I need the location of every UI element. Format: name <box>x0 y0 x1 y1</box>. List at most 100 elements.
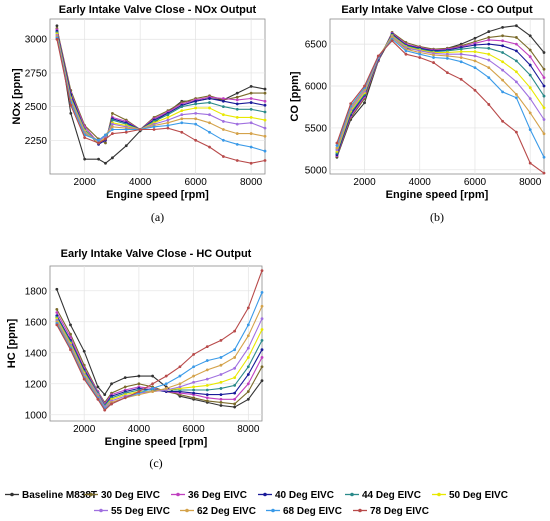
series-78-deg-eivc <box>55 37 267 165</box>
data-point <box>205 396 209 400</box>
data-point <box>233 383 237 387</box>
data-point <box>249 161 253 165</box>
legend-marker <box>350 492 354 497</box>
data-point <box>233 405 237 409</box>
chart-2: 2000 4000 6000 8000 5000 5500 6000 6500 Early In… <box>289 4 546 224</box>
data-point <box>178 385 182 389</box>
legend: Baseline M838T 30 Deg EIVC 36 Deg EIVC 40 D… <box>5 490 508 517</box>
data-point <box>445 56 449 60</box>
data-point <box>335 144 339 147</box>
data-point <box>192 396 196 400</box>
y-tick-label: 2250 <box>25 136 48 147</box>
data-point <box>501 119 504 123</box>
legend-item: 44 Deg EIVC <box>345 490 421 501</box>
data-point <box>233 376 237 379</box>
chart-1: 2000 4000 6000 8000 2250 2500 2750 3000 Early In… <box>11 4 267 224</box>
data-point <box>249 132 253 135</box>
data-point <box>473 66 477 69</box>
data-point <box>487 46 491 50</box>
data-point <box>528 97 532 100</box>
data-point <box>404 49 408 53</box>
series-line <box>336 40 545 174</box>
data-point <box>263 91 267 95</box>
x-tick-label: 2000 <box>353 177 376 188</box>
data-point <box>55 311 59 314</box>
data-point <box>249 91 253 95</box>
data-point <box>178 365 182 369</box>
data-point <box>221 113 225 117</box>
data-point <box>418 52 422 56</box>
data-point <box>249 145 253 149</box>
data-point <box>192 365 196 369</box>
data-point <box>514 24 518 28</box>
data-point <box>473 59 477 63</box>
data-point <box>192 385 196 389</box>
data-point <box>390 39 394 43</box>
data-point <box>235 98 239 102</box>
data-point <box>263 126 267 130</box>
data-point <box>208 101 211 104</box>
data-point <box>104 137 107 141</box>
data-point <box>542 84 546 88</box>
legend-marker <box>263 492 267 497</box>
data-point <box>111 132 114 135</box>
subfigure-caption: (a) <box>151 210 164 224</box>
data-point <box>180 113 184 117</box>
data-point <box>137 382 141 386</box>
data-point <box>487 42 491 46</box>
data-point <box>260 339 264 342</box>
data-point <box>123 385 127 389</box>
series-78-deg-eivc <box>55 269 264 412</box>
data-point <box>194 138 198 142</box>
data-point <box>82 349 86 353</box>
data-point <box>432 56 435 59</box>
data-point <box>514 96 518 100</box>
legend-item: 50 Deg EIVC <box>432 490 508 501</box>
data-point <box>235 115 239 119</box>
data-point <box>487 36 491 39</box>
data-point <box>235 107 239 111</box>
data-point <box>260 317 264 321</box>
data-point <box>124 130 128 134</box>
data-point <box>151 390 154 393</box>
data-point <box>123 376 127 379</box>
data-point <box>246 382 250 386</box>
x-axis-label: Engine speed [rpm] <box>386 189 489 201</box>
data-point <box>205 388 209 392</box>
data-point <box>260 379 264 383</box>
data-point <box>473 54 477 58</box>
data-point <box>249 84 253 88</box>
data-point <box>249 101 253 104</box>
data-point <box>459 60 463 64</box>
x-tick-label: 2000 <box>73 424 96 435</box>
data-point <box>104 161 107 165</box>
data-point <box>432 61 435 64</box>
data-point <box>514 80 518 84</box>
chart-3: 2000 4000 6000 8000 1000 1200 1400 1600 1800 Earl… <box>6 248 264 470</box>
y-axis-label: NOx [ppm] <box>11 68 23 125</box>
legend-marker <box>176 492 180 497</box>
data-point <box>205 359 209 362</box>
data-point <box>246 323 250 327</box>
data-point <box>233 402 237 406</box>
data-point <box>180 105 184 109</box>
data-point <box>97 141 100 145</box>
data-point <box>111 128 114 131</box>
data-point <box>178 374 182 378</box>
x-tick-label: 8000 <box>237 424 260 435</box>
data-point <box>166 121 170 125</box>
data-point <box>69 111 73 115</box>
gridlines <box>50 19 265 174</box>
data-point <box>473 88 477 92</box>
data-point <box>138 128 142 131</box>
data-point <box>208 130 211 134</box>
y-tick-label: 5000 <box>305 165 328 176</box>
data-point <box>542 171 546 175</box>
data-point <box>249 107 253 111</box>
legend-label: 55 Deg EIVC <box>111 506 170 517</box>
data-point <box>528 161 532 165</box>
data-point <box>514 42 518 46</box>
data-point <box>514 93 518 96</box>
y-tick-label: 6000 <box>305 82 328 93</box>
